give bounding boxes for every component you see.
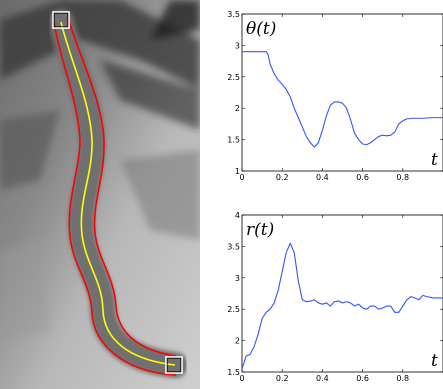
x-tick-label: 0: [239, 374, 244, 383]
vessel-boundary-right: [67, 17, 177, 357]
x-axis-label: t: [431, 150, 438, 170]
end-point-box: [165, 356, 183, 374]
y-tick-label: 2: [235, 104, 240, 113]
y-tick-label: 2: [235, 337, 240, 346]
y-tick-label: 3: [235, 41, 240, 50]
radius-plot: 0 0.2 0.4 0.6 0.8 1.5 2 2.5 3 3.5 4 r(t) t: [227, 211, 443, 383]
x-tick-label: 0.8: [396, 374, 409, 383]
x-axis-label: t: [431, 351, 438, 371]
y-tick-label: 1.5: [227, 368, 240, 377]
vessel-photo: [0, 0, 200, 389]
x-tick-label: 0.2: [276, 173, 289, 182]
vessel-centerline: [60, 21, 176, 366]
y-tick-label: 1.5: [227, 136, 240, 145]
y-tick-label: 3.5: [227, 242, 240, 251]
plot-frame: [241, 214, 443, 373]
x-tick-label: 0.8: [396, 173, 409, 182]
x-tick-label: 0.6: [356, 173, 369, 182]
corner-label: r(t): [246, 220, 274, 240]
vessel-boundary-left: [53, 21, 177, 376]
y-tick-label: 4: [235, 211, 240, 220]
corner-label: θ(t): [246, 19, 276, 39]
y-tick-label: 1: [235, 167, 240, 176]
series-line: [241, 242, 443, 370]
start-point-box: [52, 11, 70, 29]
plot-frame: [241, 13, 443, 172]
series-line: [242, 51, 443, 148]
x-tick-label: 0: [239, 173, 244, 182]
x-tick-label: 0.4: [316, 374, 329, 383]
x-tick-label: 0.2: [276, 374, 289, 383]
y-tick-label: 2.5: [227, 73, 240, 82]
y-tick-label: 2.5: [227, 305, 240, 314]
x-tick-label: 0.6: [356, 374, 369, 383]
y-tick-label: 3: [235, 274, 240, 283]
y-tick-label: 3.5: [227, 10, 240, 19]
theta-plot: 0 0.2 0.4 0.6 0.8 1 1.5 2 2.5 3 3.5 θ(t) t: [227, 10, 443, 182]
x-tick-label: 0.4: [316, 173, 329, 182]
